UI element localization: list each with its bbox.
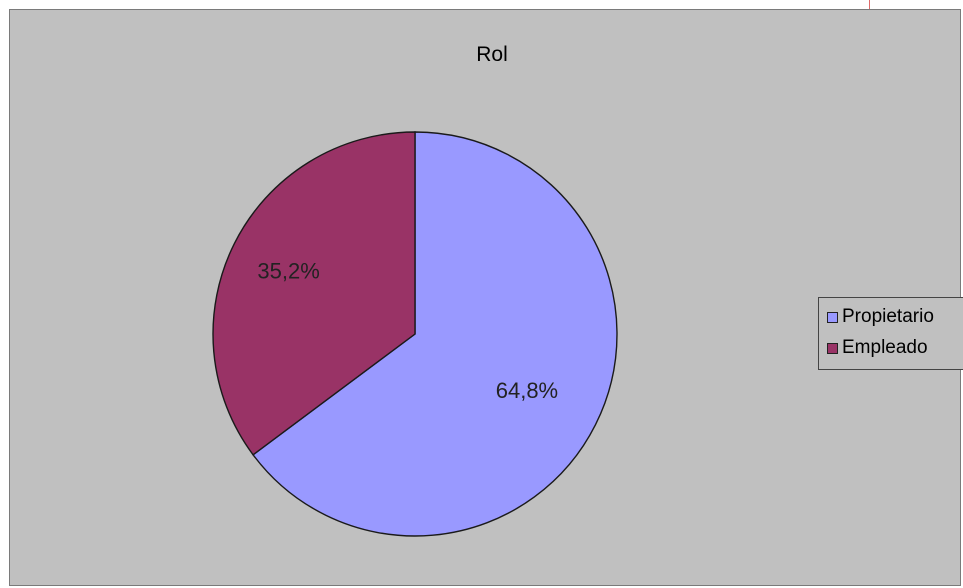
legend-item-propietario: Propietario	[827, 305, 934, 329]
pie-slice-empleado	[212, 131, 416, 456]
legend-label-propietario: Propietario	[842, 306, 934, 327]
corner-mark	[869, 0, 870, 9]
data-label-empleado: 35,2%	[257, 259, 319, 284]
chart-title: Rol	[476, 43, 508, 66]
data-label-propietario: 64,8%	[496, 378, 558, 403]
pie-slice-propietario	[252, 131, 618, 537]
legend: Propietario Empleado	[818, 297, 963, 370]
legend-label-empleado: Empleado	[842, 337, 928, 358]
legend-swatch-propietario	[827, 311, 838, 323]
legend-swatch-empleado	[827, 342, 838, 354]
legend-item-empleado: Empleado	[827, 336, 928, 360]
